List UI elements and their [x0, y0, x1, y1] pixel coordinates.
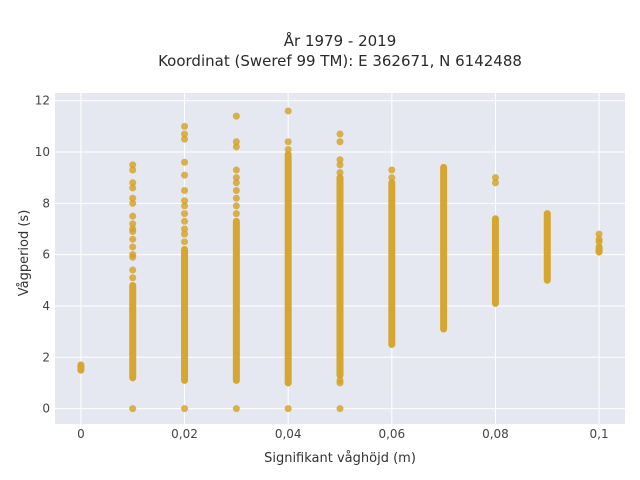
- data-point: [129, 179, 137, 187]
- data-point: [232, 138, 240, 146]
- data-point: [595, 235, 603, 243]
- y-tick-label: 6: [42, 248, 50, 262]
- y-tick-label: 12: [35, 94, 50, 108]
- data-point: [388, 174, 396, 182]
- data-point: [232, 112, 240, 120]
- x-tick-label: 0,06: [378, 427, 405, 441]
- data-point: [181, 217, 189, 225]
- data-point: [181, 210, 189, 218]
- data-point: [129, 243, 137, 251]
- data-point: [129, 405, 137, 413]
- data-point: [129, 274, 137, 282]
- x-tick-label: 0,04: [275, 427, 302, 441]
- dense-point-band: [595, 243, 603, 256]
- data-point: [129, 220, 137, 228]
- data-point: [284, 405, 292, 413]
- dense-point-band: [336, 174, 344, 379]
- dense-point-band: [491, 215, 499, 307]
- dense-point-band: [232, 217, 240, 384]
- dense-point-band: [77, 361, 85, 374]
- data-point: [181, 225, 189, 233]
- data-point: [181, 405, 189, 413]
- data-point: [336, 156, 344, 164]
- data-point: [129, 251, 137, 259]
- data-point: [129, 199, 137, 207]
- data-point: [232, 179, 240, 187]
- dense-point-band: [388, 179, 396, 348]
- y-tick-label: 4: [42, 299, 50, 313]
- dense-point-band: [284, 151, 292, 387]
- data-point: [336, 130, 344, 138]
- data-point: [232, 143, 240, 151]
- data-point: [336, 405, 344, 413]
- x-axis-label: Signifikant våghöjd (m): [264, 451, 416, 466]
- dense-point-band: [543, 210, 551, 284]
- data-point: [232, 174, 240, 182]
- x-tick-label: 0: [77, 427, 85, 441]
- x-tick-label: 0,1: [590, 427, 609, 441]
- y-axis-label: Vågperiod (s): [17, 210, 32, 297]
- data-point: [181, 202, 189, 210]
- data-point: [336, 376, 344, 384]
- dense-point-band: [129, 281, 137, 382]
- data-point: [232, 202, 240, 210]
- data-point: [129, 212, 137, 220]
- x-tick-label: 0,02: [171, 427, 198, 441]
- dense-point-band: [440, 163, 448, 333]
- data-point: [129, 166, 137, 174]
- data-point: [181, 238, 189, 246]
- data-point: [129, 194, 137, 202]
- y-tick-labels: 0 2 4 6 8 10 12: [35, 94, 50, 416]
- data-point: [181, 158, 189, 166]
- data-point: [181, 187, 189, 195]
- data-point: [181, 171, 189, 179]
- y-tick-label: 10: [35, 145, 50, 159]
- data-point: [129, 184, 137, 192]
- data-point: [232, 405, 240, 413]
- x-tick-labels: 0 0,02 0,04 0,06 0,08 0,1: [77, 427, 609, 441]
- chart-title-line2: Koordinat (Sweref 99 TM): E 362671, N 61…: [158, 52, 522, 70]
- y-tick-label: 0: [42, 402, 50, 416]
- data-point: [181, 122, 189, 130]
- data-point: [284, 138, 292, 146]
- data-point: [336, 169, 344, 177]
- data-point: [181, 135, 189, 143]
- data-point: [284, 145, 292, 153]
- data-points: [77, 107, 603, 413]
- data-point: [129, 235, 137, 243]
- data-point: [181, 197, 189, 205]
- data-point: [595, 230, 603, 238]
- x-tick-label: 0,08: [482, 427, 509, 441]
- data-point: [491, 179, 499, 187]
- data-point: [336, 161, 344, 169]
- chart-title-line1: År 1979 - 2019: [284, 31, 397, 50]
- data-point: [181, 130, 189, 138]
- data-point: [232, 194, 240, 202]
- data-point: [129, 266, 137, 274]
- data-point: [491, 174, 499, 182]
- y-tick-label: 2: [42, 350, 50, 364]
- data-point: [284, 107, 292, 115]
- data-point: [388, 166, 396, 174]
- data-point: [129, 161, 137, 169]
- data-point: [232, 210, 240, 218]
- data-point: [129, 225, 137, 233]
- data-point: [336, 138, 344, 146]
- data-point: [232, 187, 240, 195]
- data-point: [181, 230, 189, 238]
- y-tick-label: 8: [42, 196, 50, 210]
- data-point: [232, 166, 240, 174]
- dense-point-band: [181, 246, 189, 384]
